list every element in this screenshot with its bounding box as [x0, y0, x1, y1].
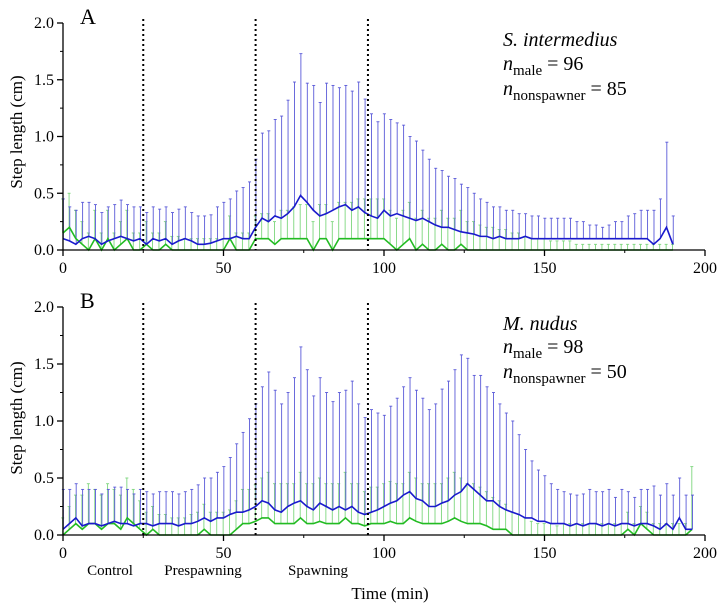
x-tick-label: 150	[533, 545, 557, 562]
x-axis-label: Time (min)	[351, 584, 428, 603]
axes-b: 0.0 0.5 1.0 1.5 2.0 0 50 100 150 200	[34, 299, 717, 562]
species-label-a: S. intermedius	[503, 29, 618, 51]
y-tick-label: 0.5	[34, 470, 54, 487]
series-lines-a	[62, 194, 674, 252]
n-male-label-a: nmale = 96	[503, 53, 583, 79]
phase-label-prespawning: Prespawning	[164, 563, 242, 579]
y-tick-label: 2.0	[34, 15, 54, 32]
x-tick-label: 100	[372, 260, 396, 277]
y-tick-label: 0.5	[34, 185, 54, 202]
y-tick-label: 0.0	[34, 242, 54, 259]
axes-a: 0.0 0.5 1.0 1.5 2.0 0 50 100 150 200	[34, 15, 717, 277]
y-tick-label: 1.5	[34, 72, 54, 89]
x-tick-label: 0	[59, 260, 67, 277]
panel-label-a: A	[80, 4, 96, 29]
panel-a: 0.0 0.5 1.0 1.5 2.0 0 50 100 150 200 A S. interme…	[34, 4, 717, 277]
phase-lines-a	[142, 19, 369, 250]
y-tick-label: 2.0	[34, 299, 54, 316]
y-tick-label: 1.0	[34, 413, 54, 430]
x-tick-label: 0	[59, 545, 67, 562]
error-bars-a	[61, 53, 675, 250]
phase-label-control: Control	[87, 563, 133, 579]
x-tick-label: 200	[693, 545, 717, 562]
y-axis-label-b: Step length (cm)	[7, 361, 26, 474]
x-tick-label: 200	[693, 260, 717, 277]
phase-lines-b	[142, 303, 369, 535]
x-tick-label: 100	[372, 545, 396, 562]
x-tick-label: 50	[216, 545, 232, 562]
x-tick-label: 150	[533, 260, 557, 277]
panel-b: 0.0 0.5 1.0 1.5 2.0 0 50 100 150 200 B M. nudus n…	[34, 288, 717, 562]
y-tick-label: 1.5	[34, 356, 54, 373]
n-nonspawner-label-b: nnonspawner = 50	[503, 361, 627, 387]
series-line-male	[62, 482, 693, 531]
n-nonspawner-label-a: nnonspawner = 85	[503, 78, 627, 104]
y-tick-label: 1.0	[34, 129, 54, 146]
species-label-b: M. nudus	[502, 313, 578, 335]
x-tick-label: 50	[216, 260, 232, 277]
phase-label-spawning: Spawning	[288, 563, 349, 579]
y-axis-label-a: Step length (cm)	[7, 75, 26, 188]
error-bars-b	[61, 346, 695, 535]
panel-label-b: B	[80, 288, 95, 313]
n-male-label-b: nmale = 98	[503, 336, 583, 362]
y-tick-label: 0.0	[34, 527, 54, 544]
